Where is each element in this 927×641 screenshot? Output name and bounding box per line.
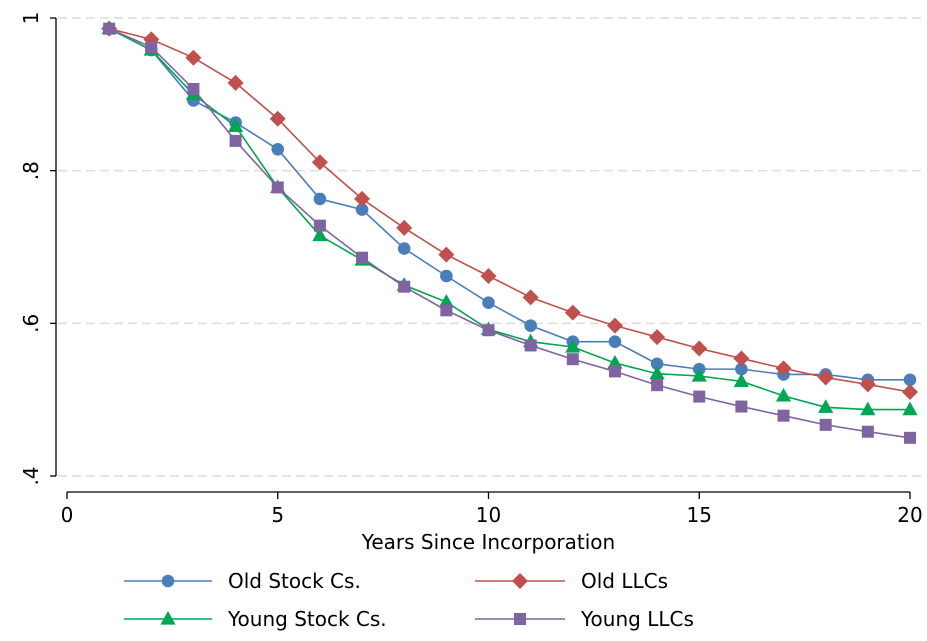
series-old-llcs [101, 20, 918, 401]
data-point-young-llcs [861, 425, 874, 438]
data-point-young-llcs [651, 379, 664, 392]
data-point-young-llcs [187, 82, 200, 95]
data-point-old-stock-cs [313, 192, 327, 206]
data-point-old-llcs [227, 74, 244, 91]
legend-label: Young LLCs [580, 607, 694, 631]
data-point-old-stock-cs [608, 335, 622, 348]
data-point-young-stock-cs [438, 293, 454, 308]
x-tick-label: 0 [61, 503, 74, 527]
data-point-old-stock-cs [271, 142, 285, 156]
x-tick-label: 20 [897, 503, 922, 527]
series-layer [101, 20, 918, 444]
data-point-young-llcs [313, 219, 326, 232]
data-point-old-llcs [902, 384, 918, 401]
data-point-old-stock-cs [650, 357, 664, 371]
legend-marker [160, 611, 176, 625]
legend: Old Stock Cs. Old LLCs Young Stock Cs. Youn… [124, 569, 694, 631]
legend-item-old-stock-cs: Old Stock Cs. [124, 569, 361, 593]
data-point-old-llcs [817, 369, 834, 386]
series-line-old-llcs [108, 27, 911, 393]
x-axis-ticks: 0 5 10 15 20 [61, 492, 923, 527]
data-point-young-stock-cs [775, 387, 792, 402]
data-point-old-stock-cs [355, 203, 369, 216]
legend-marker [161, 574, 175, 588]
y-tick-label: 1 [19, 12, 43, 25]
data-point-old-llcs [522, 289, 539, 306]
x-tick-label: 15 [687, 503, 712, 527]
data-point-young-llcs [524, 339, 537, 352]
data-point-young-llcs [608, 365, 621, 378]
x-tick-label: 5 [271, 503, 284, 527]
data-point-young-llcs [777, 409, 790, 422]
data-point-young-stock-cs [818, 399, 834, 413]
data-point-old-stock-cs [524, 319, 537, 332]
data-point-old-llcs [606, 317, 623, 334]
data-point-young-stock-cs [691, 368, 707, 382]
data-point-old-llcs [564, 304, 581, 321]
data-point-old-llcs [438, 246, 455, 263]
data-point-old-stock-cs [903, 373, 917, 387]
data-point-old-llcs [480, 268, 497, 285]
data-point-young-stock-cs [228, 118, 244, 132]
data-point-young-stock-cs [733, 373, 749, 387]
series-young-stock-cs [101, 20, 918, 416]
data-point-old-stock-cs [735, 362, 748, 376]
series-line-young-llcs [108, 27, 911, 439]
legend-marker [512, 573, 528, 589]
data-point-young-llcs [735, 400, 748, 413]
data-point-old-llcs [691, 340, 708, 357]
y-tick-label: .8 [19, 161, 43, 180]
series-line-old-stock-cs [108, 27, 910, 381]
data-point-young-llcs [229, 134, 242, 147]
data-point-young-stock-cs [649, 365, 665, 380]
data-point-young-llcs [145, 41, 158, 54]
series-young-llcs [103, 22, 916, 444]
data-point-young-llcs [819, 418, 832, 431]
series-line-young-stock-cs [108, 27, 910, 411]
data-point-young-stock-cs [312, 227, 328, 242]
gridlines [58, 17, 924, 477]
legend-item-young-llcs: Young LLCs [475, 607, 694, 631]
data-point-old-llcs [269, 110, 286, 127]
legend-label: Young Stock Cs. [227, 607, 387, 631]
legend-label: Old LLCs [581, 569, 668, 593]
data-point-young-llcs [904, 431, 916, 444]
data-point-old-llcs [775, 360, 792, 377]
data-point-young-llcs [398, 280, 411, 293]
data-point-old-stock-cs [440, 269, 453, 283]
x-axis-title: Years Since Incorporation [361, 530, 615, 554]
data-point-young-stock-cs [860, 401, 876, 416]
y-tick-label: .4 [19, 466, 43, 485]
data-point-old-llcs [354, 190, 371, 207]
x-tick-label: 10 [476, 503, 501, 527]
legend-marker [514, 613, 526, 625]
legend-label: Old Stock Cs. [228, 569, 361, 593]
data-point-old-stock-cs [397, 242, 411, 255]
data-point-young-llcs [693, 390, 706, 403]
data-point-young-llcs [482, 324, 495, 337]
data-point-old-stock-cs [482, 296, 495, 310]
data-point-old-llcs [859, 376, 876, 393]
data-point-old-llcs [649, 329, 666, 346]
legend-item-old-llcs: Old LLCs [475, 569, 668, 593]
data-point-old-llcs [185, 49, 202, 66]
data-point-young-llcs [103, 22, 116, 35]
data-point-young-stock-cs [565, 338, 581, 353]
data-point-young-llcs [440, 304, 453, 317]
y-axis-ticks: .4 .6 .8 1 [19, 12, 56, 486]
data-point-young-stock-cs [607, 355, 623, 369]
data-point-young-llcs [356, 251, 369, 264]
data-point-old-llcs [311, 154, 328, 171]
data-point-old-llcs [396, 219, 413, 236]
y-tick-label: .6 [19, 314, 43, 333]
data-point-young-llcs [566, 353, 579, 366]
legend-item-young-stock-cs: Young Stock Cs. [124, 607, 387, 631]
data-point-young-stock-cs [902, 401, 918, 416]
data-point-young-llcs [271, 181, 284, 194]
data-point-old-llcs [733, 350, 750, 367]
